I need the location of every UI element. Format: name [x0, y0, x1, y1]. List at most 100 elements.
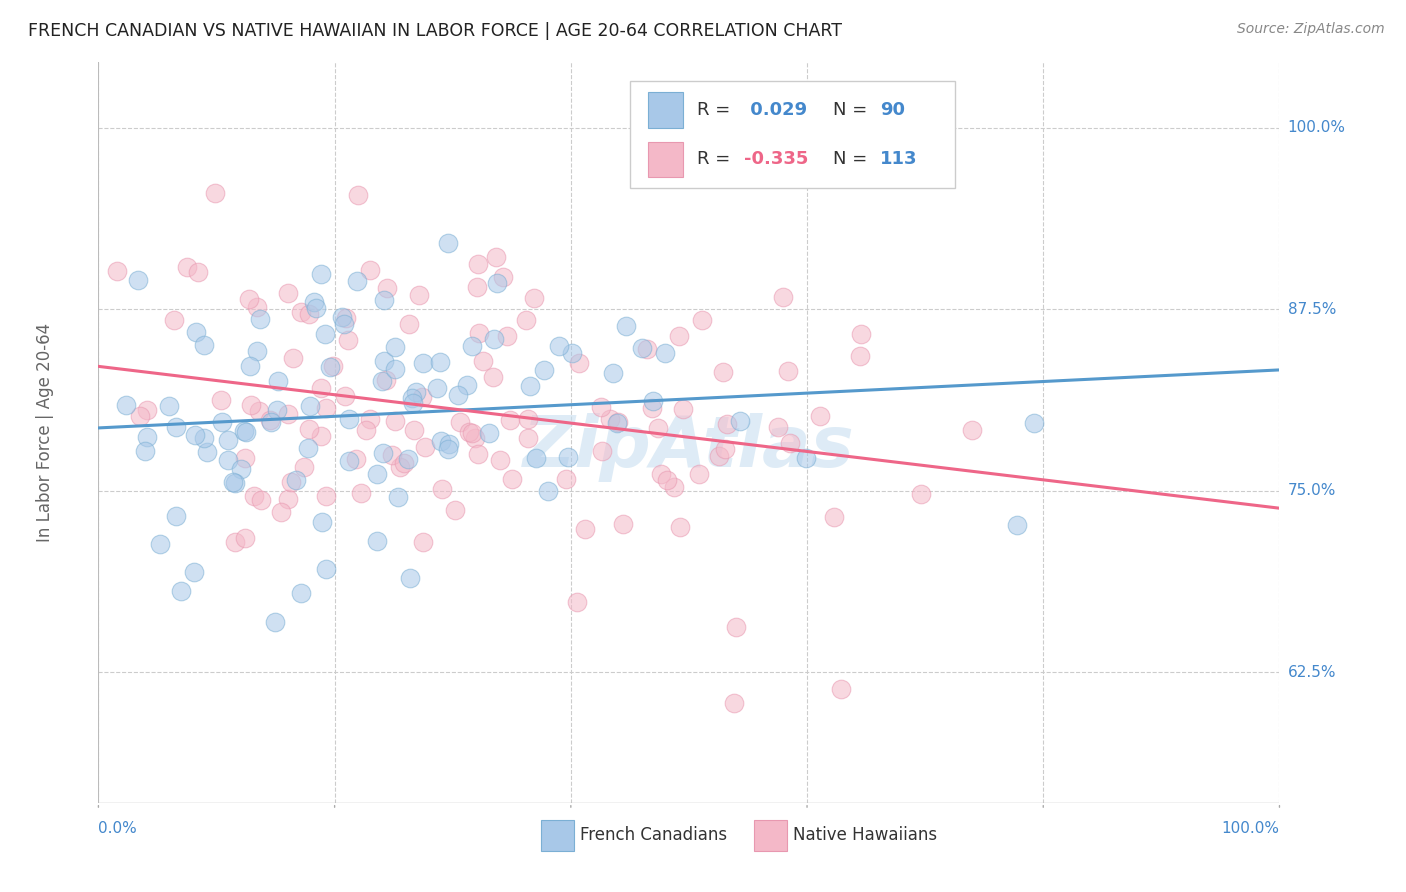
Point	[430, 434, 453, 448]
Point	[266, 403, 288, 417]
Text: 100.0%: 100.0%	[1288, 120, 1346, 136]
Text: R =: R =	[697, 151, 737, 169]
Point	[392, 456, 415, 470]
Point	[599, 411, 621, 425]
Point	[692, 312, 714, 326]
Point	[129, 409, 152, 424]
Point	[630, 341, 652, 355]
Point	[284, 473, 307, 487]
Point	[496, 328, 519, 343]
Text: R =: R =	[697, 101, 737, 119]
Point	[668, 328, 690, 343]
Text: Native Hawaiians: Native Hawaiians	[793, 826, 936, 845]
Point	[165, 508, 187, 523]
Point	[242, 489, 264, 503]
Point	[335, 311, 357, 326]
Text: French Canadians: French Canadians	[581, 826, 727, 845]
Point	[467, 447, 489, 461]
Point	[402, 395, 425, 409]
Point	[482, 332, 505, 346]
Point	[426, 381, 449, 395]
Point	[157, 399, 180, 413]
Text: 75.0%: 75.0%	[1288, 483, 1336, 499]
Point	[238, 292, 260, 306]
Point	[183, 427, 205, 442]
Point	[960, 423, 983, 437]
FancyBboxPatch shape	[648, 142, 683, 178]
Point	[910, 487, 932, 501]
Point	[467, 257, 489, 271]
Point	[655, 473, 678, 487]
Text: FRENCH CANADIAN VS NATIVE HAWAIIAN IN LABOR FORCE | AGE 20-64 CORRELATION CHART: FRENCH CANADIAN VS NATIVE HAWAIIAN IN LA…	[28, 22, 842, 40]
Point	[224, 476, 246, 491]
Point	[794, 450, 817, 465]
Point	[127, 273, 149, 287]
Point	[408, 288, 430, 302]
FancyBboxPatch shape	[630, 81, 955, 188]
Point	[671, 402, 693, 417]
Point	[217, 453, 239, 467]
Point	[437, 442, 460, 456]
Point	[602, 367, 624, 381]
Point	[516, 412, 538, 426]
Point	[186, 325, 208, 339]
Point	[524, 451, 547, 466]
Point	[322, 359, 344, 374]
Point	[366, 467, 388, 482]
Point	[330, 310, 353, 325]
Point	[714, 442, 737, 456]
Point	[848, 349, 870, 363]
Point	[640, 401, 662, 415]
Point	[233, 450, 256, 465]
Point	[277, 491, 299, 506]
Point	[292, 459, 315, 474]
Point	[224, 535, 246, 549]
Point	[270, 505, 292, 519]
Point	[447, 388, 470, 402]
Point	[259, 413, 281, 427]
Point	[371, 374, 394, 388]
Point	[432, 482, 454, 496]
Point	[239, 359, 262, 373]
Text: In Labor Force | Age 20-64: In Labor Force | Age 20-64	[37, 323, 55, 542]
Point	[498, 413, 520, 427]
Point	[458, 425, 481, 439]
Point	[373, 293, 395, 307]
Text: 0.0%: 0.0%	[98, 822, 138, 837]
Point	[249, 311, 271, 326]
Point	[250, 492, 273, 507]
Point	[461, 426, 484, 441]
Point	[239, 398, 262, 412]
Text: 113: 113	[880, 151, 918, 169]
Point	[374, 373, 396, 387]
Point	[606, 416, 628, 430]
Point	[377, 280, 399, 294]
Point	[443, 503, 465, 517]
Point	[311, 515, 333, 529]
Point	[501, 472, 523, 486]
Point	[314, 326, 336, 341]
Point	[456, 378, 478, 392]
Point	[561, 346, 583, 360]
Point	[277, 286, 299, 301]
Point	[478, 425, 501, 440]
Point	[437, 436, 460, 450]
Point	[176, 260, 198, 275]
Point	[482, 370, 505, 384]
Point	[298, 307, 321, 321]
Point	[830, 682, 852, 697]
Point	[149, 536, 172, 550]
Point	[647, 421, 669, 435]
Point	[315, 401, 337, 415]
Point	[346, 451, 368, 466]
Point	[654, 346, 676, 360]
Point	[449, 415, 471, 429]
Text: 62.5%: 62.5%	[1288, 665, 1336, 680]
Point	[519, 378, 541, 392]
Point	[337, 454, 360, 468]
Point	[290, 304, 312, 318]
Point	[401, 391, 423, 405]
Point	[537, 483, 560, 498]
Point	[399, 571, 422, 585]
Point	[195, 445, 218, 459]
